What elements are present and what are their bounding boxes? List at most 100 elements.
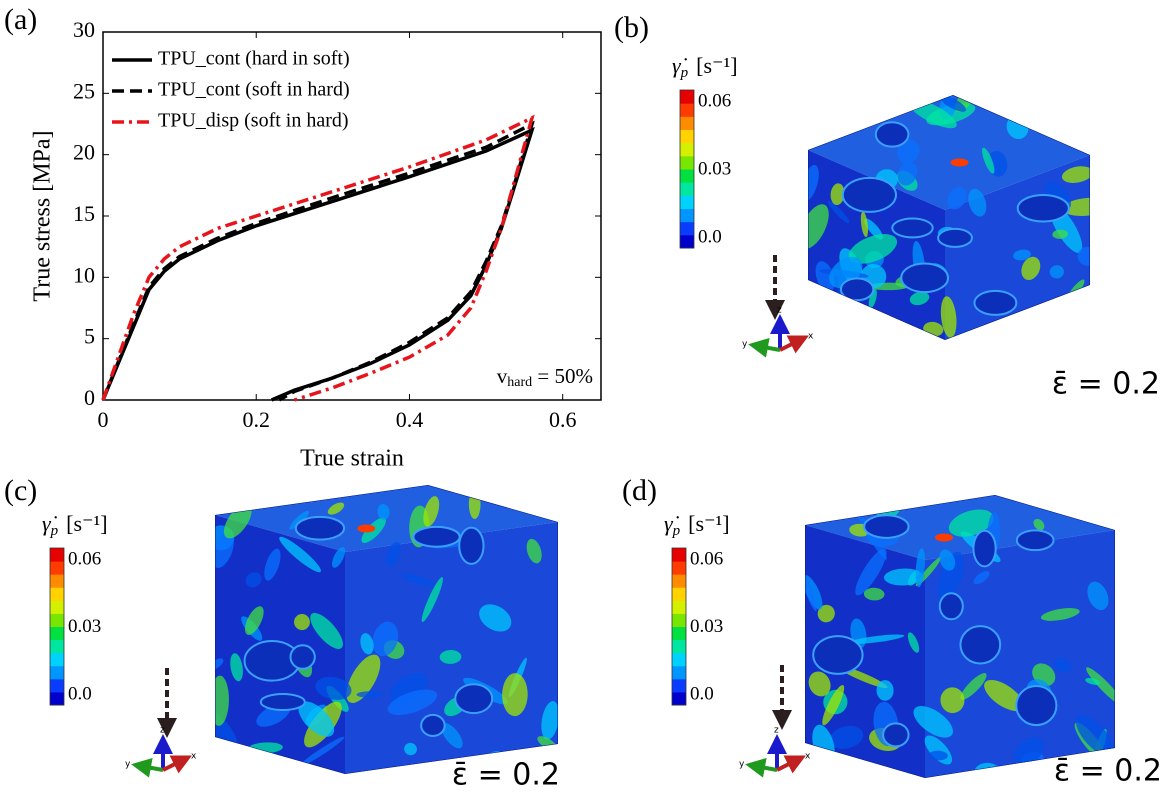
colorbar-segment xyxy=(50,548,64,562)
colorbar-unit: [s⁻¹] xyxy=(696,53,737,78)
colorbar-segment xyxy=(672,587,686,601)
colorbar-tick-label: 0.0 xyxy=(68,683,92,704)
pore xyxy=(412,525,461,548)
strain-patch xyxy=(940,687,965,714)
colorbar-segment xyxy=(50,626,64,641)
strain-patch xyxy=(1061,166,1090,183)
axis-x xyxy=(779,335,809,354)
colorbar-segment xyxy=(672,548,686,562)
panel-label: (d) xyxy=(622,474,657,507)
colorbar-unit: [s⁻¹] xyxy=(688,511,729,536)
panel-label: (c) xyxy=(4,474,37,507)
strain-patch xyxy=(907,632,920,653)
pore xyxy=(458,526,485,565)
pore xyxy=(294,515,346,541)
x-tick-label: 0.6 xyxy=(549,407,577,432)
strain-patch xyxy=(982,147,995,174)
strain-patch xyxy=(387,689,438,716)
y-tick-label: 10 xyxy=(73,262,95,287)
strain-patch xyxy=(897,161,918,186)
strain-patch xyxy=(360,633,374,655)
strain-patch xyxy=(825,101,838,122)
strain-patch xyxy=(819,95,848,118)
fe-rendering xyxy=(808,95,1090,340)
colorbar-segment xyxy=(680,182,694,196)
pore xyxy=(882,722,910,748)
colorbar-segment xyxy=(680,221,694,236)
colorbar-segment xyxy=(50,639,64,654)
strain-patch xyxy=(541,701,558,740)
pore xyxy=(959,625,1002,665)
strain-patch xyxy=(947,186,967,210)
strain-patch xyxy=(1013,737,1044,768)
strain-patch xyxy=(913,706,953,738)
pore xyxy=(874,121,910,148)
strain-label: ε̄ = 0.2 xyxy=(452,758,560,793)
colorbar-segment xyxy=(680,208,694,223)
pore xyxy=(863,514,910,539)
pore xyxy=(839,277,875,302)
pore xyxy=(289,644,316,670)
strain-patch xyxy=(1033,518,1045,531)
strain-patch xyxy=(915,548,926,588)
strain-patch xyxy=(1053,657,1072,673)
colorbar-title: γ̇p [s⁻¹] xyxy=(42,511,108,539)
annotation-part: = 50% xyxy=(532,364,593,388)
colorbar-tick-label: 0.03 xyxy=(68,616,101,637)
legend-label: TPU_cont (soft in hard) xyxy=(158,79,350,101)
strain-patch xyxy=(331,547,346,568)
strain-patch xyxy=(1013,249,1031,261)
axis-y xyxy=(748,337,781,358)
y-tick-label: 15 xyxy=(73,201,95,226)
strain-patch xyxy=(377,504,390,520)
fe-rendering xyxy=(215,485,558,774)
mesh-face xyxy=(925,530,1115,778)
strain-patch xyxy=(1087,581,1109,611)
strain-patch xyxy=(948,509,994,537)
pore xyxy=(812,635,864,675)
strain-patch xyxy=(1021,256,1041,281)
strain-patch xyxy=(421,577,443,622)
y-tick-label: 0 xyxy=(84,385,95,410)
y-tick-label: 20 xyxy=(73,140,95,165)
fe-rendering xyxy=(805,495,1115,778)
axis-y xyxy=(745,757,778,778)
strain-patch xyxy=(356,691,383,698)
pore xyxy=(891,217,934,239)
strain-patch xyxy=(372,621,399,657)
colorbar-segment xyxy=(680,155,694,170)
pore xyxy=(1015,529,1055,552)
strain-patch xyxy=(310,612,343,649)
hotspot xyxy=(950,158,969,167)
colorbar-title: γ̇p [s⁻¹] xyxy=(664,511,730,539)
colorbar-tick-label: 0.03 xyxy=(698,158,731,179)
annotation-part: hard xyxy=(507,375,532,390)
legend-label: TPU_disp (soft in hard) xyxy=(158,110,349,132)
strain-patch xyxy=(346,654,381,703)
strain-patch xyxy=(835,95,874,103)
strain-patch xyxy=(423,496,440,527)
strain-patch xyxy=(822,685,845,726)
strain-patch xyxy=(245,606,264,635)
strain-patch xyxy=(299,736,345,767)
colorbar-sub: p xyxy=(50,523,59,539)
strain-patch xyxy=(1040,608,1080,621)
strain-patch xyxy=(860,211,869,238)
colorbar-segment xyxy=(672,665,686,680)
colorbar-frame xyxy=(679,89,695,249)
x-tick-label: 0.2 xyxy=(242,407,270,432)
legend-label: TPU_cont (hard in soft) xyxy=(158,48,350,70)
colorbar-sub: p xyxy=(680,65,689,81)
strain-patch xyxy=(400,573,434,587)
strain-patch xyxy=(315,676,352,700)
colorbar-segment xyxy=(50,574,64,588)
strain-patch xyxy=(968,188,987,217)
panel-label: (a) xyxy=(4,3,37,36)
strain-patch xyxy=(897,139,920,164)
pore xyxy=(1015,684,1058,727)
colorbar-tick-label: 0.06 xyxy=(68,548,101,569)
colorbar-segment xyxy=(50,587,64,601)
strain-patch xyxy=(289,510,309,530)
panel-label: (b) xyxy=(614,11,649,44)
